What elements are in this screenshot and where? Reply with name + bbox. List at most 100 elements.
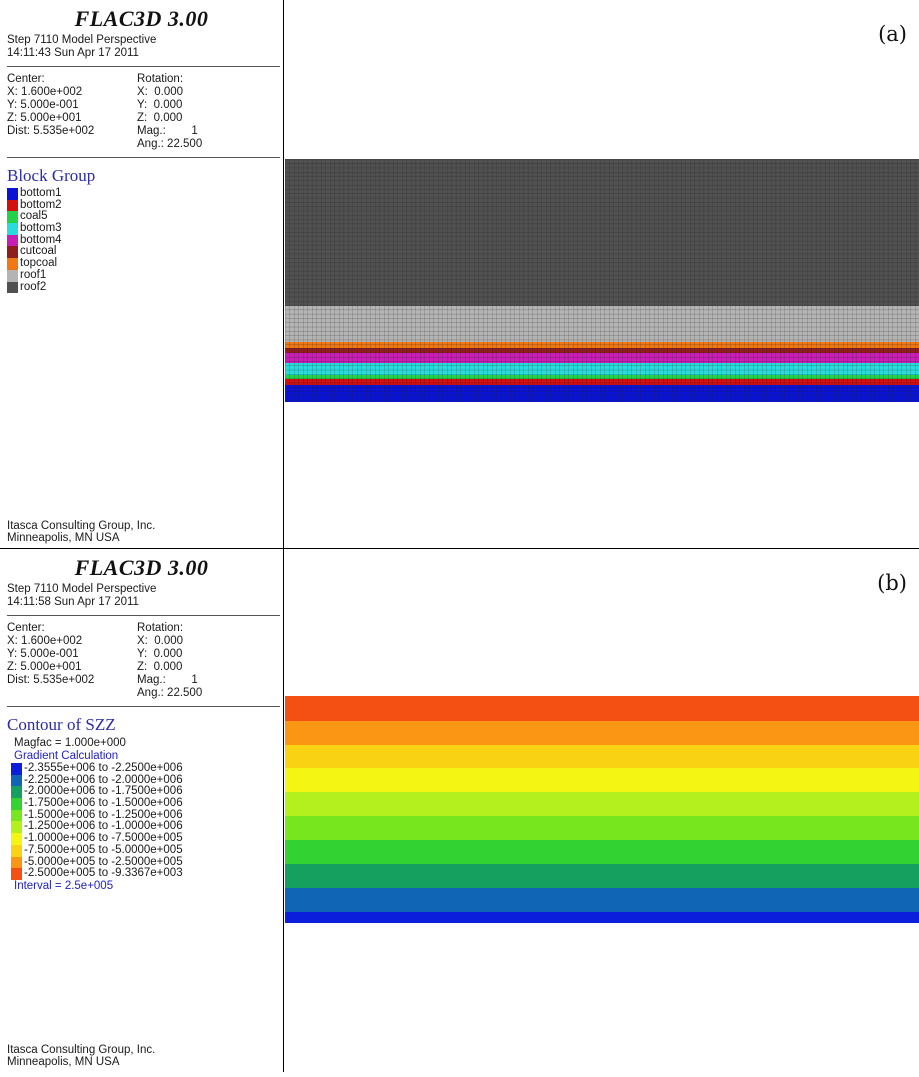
block-group-legend: bottom1 bottom2 coal5 bottom3 bottom4 cutcoal… [4, 187, 279, 294]
color-swatch [11, 821, 22, 834]
color-swatch [7, 234, 18, 247]
legend-item-label: cutcoal [20, 245, 57, 258]
legend-item: cutcoal [7, 245, 279, 259]
color-swatch [11, 844, 22, 857]
app-title: FLAC3D 3.00 [74, 6, 209, 31]
distance: Dist: 5.535e+002 [7, 674, 95, 686]
rotation-label: Rotation: [137, 622, 184, 634]
contour-band [285, 864, 919, 888]
divider [7, 706, 280, 707]
legend-item: topcoal [7, 257, 279, 270]
panel-divider [0, 548, 919, 549]
legend-item-label: bottom4 [20, 233, 62, 246]
panel-b: FLAC3D 3.00 Step 7110 Model Perspective … [0, 549, 919, 1072]
magfac: Magfac = 1.000e+000 [14, 737, 126, 749]
contour-band [285, 888, 919, 912]
magnification: Mag.: 1 [137, 125, 198, 137]
color-swatch [11, 809, 22, 822]
contour-range-item: -1.7500e+006 to -1.5000e+006 [11, 797, 279, 810]
legend-item: roof2 [7, 280, 279, 294]
contour-range-item: -1.2500e+006 to -1.0000e+006 [11, 820, 279, 834]
color-swatch [11, 833, 22, 845]
plot-area-a: (a) [285, 0, 919, 548]
panel-a: FLAC3D 3.00 Step 7110 Model Perspective … [0, 0, 919, 548]
color-swatch [7, 269, 18, 282]
contour-band [285, 768, 919, 792]
contour-range-item: -2.3555e+006 to -2.2500e+006 [11, 762, 279, 775]
footer-location: Minneapolis, MN USA [7, 532, 120, 544]
view-parameters: Center: X: 1.600e+002 Y: 5.000e-001 Z: 5… [7, 622, 279, 700]
contour-band [285, 745, 919, 768]
panel-label: (b) [877, 571, 907, 595]
legend-item-label: roof2 [20, 280, 47, 293]
footer-location: Minneapolis, MN USA [7, 1056, 120, 1068]
view-parameters: Center: X: 1.600e+002 Y: 5.000e-001 Z: 5… [7, 73, 279, 151]
szz-contour-plot [285, 696, 919, 923]
legend-item-label: bottom3 [20, 222, 62, 235]
contour-range-item: -5.0000e+005 to -2.5000e+005 [11, 855, 279, 869]
contour-range-item-label: -2.3555e+006 to -2.2500e+006 [24, 762, 183, 774]
timestamp: 14:11:58 Sun Apr 17 2011 [7, 596, 139, 608]
contour-band [285, 792, 919, 816]
color-swatch [11, 798, 22, 810]
center-y: Y: 5.000e-001 [7, 99, 79, 111]
step-info: Step 7110 Model Perspective [7, 583, 157, 595]
divider [7, 157, 280, 158]
plot-area-b: (b) [285, 549, 919, 1072]
center-y: Y: 5.000e-001 [7, 648, 79, 660]
contour-band [285, 816, 919, 840]
contour-range-item-label: -2.2500e+006 to -2.0000e+006 [24, 773, 183, 786]
color-swatch [11, 763, 22, 775]
gradient-calculation: Gradient Calculation [14, 750, 119, 762]
color-swatch [7, 211, 18, 224]
contour-range-item: -1.0000e+006 to -7.5000e+005 [11, 832, 279, 845]
contour-range-item-label: -5.0000e+005 to -2.5000e+005 [24, 855, 183, 868]
step-info: Step 7110 Model Perspective [7, 34, 157, 46]
color-swatch [7, 281, 18, 294]
legend-item: roof1 [7, 268, 279, 282]
rotation-label: Rotation: [137, 73, 184, 85]
contour-legend: -2.3555e+006 to -2.2500e+006 -2.2500e+006… [4, 762, 279, 880]
legend-item: bottom1 [7, 187, 279, 200]
angle: Ang.: 22.500 [137, 138, 203, 150]
divider [7, 615, 280, 616]
color-swatch [11, 774, 22, 787]
legend-panel-b: FLAC3D 3.00 Step 7110 Model Perspective … [0, 549, 284, 1072]
contour-range-item-label: -7.5000e+005 to -5.0000e+005 [24, 843, 183, 856]
contour-range-item-label: -1.2500e+006 to -1.0000e+006 [24, 820, 183, 833]
legend-panel-a: FLAC3D 3.00 Step 7110 Model Perspective … [0, 0, 284, 548]
rotation-y: Y: 0.000 [137, 99, 183, 111]
contour-range-item-label: -2.0000e+006 to -1.7500e+006 [24, 785, 183, 798]
contour-range-item: -2.5000e+005 to -9.3367e+003 [11, 867, 279, 880]
legend-title: Contour of SZZ [7, 715, 116, 734]
interval: Interval = 2.5e+005 [14, 879, 114, 892]
color-swatch [7, 258, 18, 270]
color-swatch [11, 786, 22, 799]
center-x: X: 1.600e+002 [7, 635, 83, 647]
mesh-grid [285, 159, 919, 402]
panel-label: (a) [878, 22, 907, 46]
rotation-x: X: 0.000 [137, 635, 184, 647]
color-swatch [7, 188, 18, 200]
center-label: Center: [7, 73, 45, 85]
contour-range-item-label: -1.5000e+006 to -1.2500e+006 [24, 808, 183, 821]
legend-item-label: roof1 [20, 268, 47, 281]
footer-company: Itasca Consulting Group, Inc. [7, 520, 156, 532]
center-z: Z: 5.000e+001 [7, 661, 82, 673]
rotation-z: Z: 0.000 [137, 112, 183, 124]
legend-item: bottom3 [7, 222, 279, 235]
footer: Itasca Consulting Group, Inc. Minneapoli… [7, 520, 155, 544]
color-swatch [11, 856, 22, 869]
color-swatch [7, 223, 18, 235]
timestamp: 14:11:43 Sun Apr 17 2011 [7, 47, 139, 59]
contour-range-item-label: -1.0000e+006 to -7.5000e+005 [24, 832, 183, 845]
footer: Itasca Consulting Group, Inc. Minneapoli… [7, 1044, 155, 1068]
contour-band [285, 721, 919, 745]
color-swatch [11, 868, 22, 880]
color-swatch [7, 199, 18, 212]
legend-title: Block Group [7, 166, 96, 185]
rotation-x: X: 0.000 [137, 86, 184, 98]
legend-item-label: bottom1 [20, 187, 62, 199]
divider [7, 66, 280, 67]
center-z: Z: 5.000e+001 [7, 112, 82, 124]
